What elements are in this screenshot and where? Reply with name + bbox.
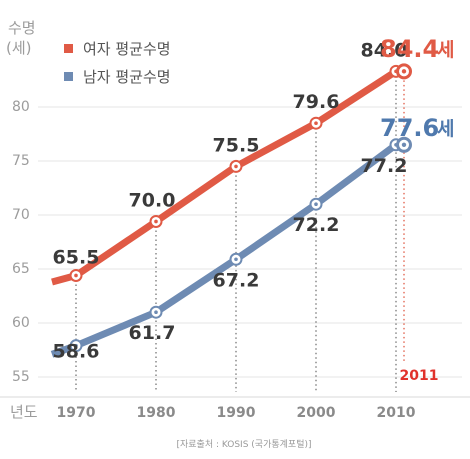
point-marker-dot-male-2000: [314, 202, 318, 206]
point-marker-dot-male-1990: [234, 257, 238, 262]
data-labels: 65.5 70.0 75.5 79.6 84.0 58.6 61.7 67.2 72.2 77.2: [53, 39, 408, 362]
data-label-male-1970: 58.6: [53, 341, 100, 363]
highlight-male-number: 77.6: [380, 114, 439, 142]
series-lines: [50, 67, 404, 358]
legend: 여자 평균수명 남자 평균수명: [64, 40, 171, 86]
x-tick-1990: 1990: [217, 405, 256, 421]
x-axis-label: 년도: [10, 403, 38, 421]
highlight-female-number: 84.4: [380, 35, 439, 63]
point-marker-dot-female-1970: [74, 273, 78, 278]
highlight-male-unit: 세: [437, 118, 454, 140]
series-markers: [69, 63, 412, 353]
data-label-female-1970: 65.5: [53, 246, 100, 268]
highlight-year-label: 2011: [400, 368, 439, 384]
data-label-male-2000: 72.2: [293, 214, 340, 236]
data-label-male-1990: 67.2: [213, 269, 260, 291]
source-note: [자료출처 : KOSIS (국가통계포털)]: [176, 438, 311, 450]
legend-swatch-female: [64, 44, 73, 53]
data-label-female-1980: 70.0: [129, 189, 176, 211]
highlight-female-value: 84.4 세: [380, 35, 454, 63]
data-label-female-2010: 84.0: [361, 39, 408, 61]
x-tick-2010: 2010: [377, 405, 416, 421]
end-marker-dot-female: [401, 69, 407, 74]
legend-label-male: 남자 평균수명: [83, 68, 171, 86]
y-axis-label-unit: (세): [6, 39, 32, 57]
y-tick-80: 80: [12, 99, 30, 115]
legend-label-female: 여자 평균수명: [83, 40, 171, 58]
point-marker-dot-female-1980: [154, 219, 158, 224]
data-label-male-2010: 77.2: [361, 155, 408, 177]
data-label-male-1980: 61.7: [129, 322, 176, 344]
y-axis-label-top: 수명: [8, 19, 36, 37]
highlight-male-value: 77.6 세: [380, 114, 454, 142]
y-tick-75: 75: [12, 153, 30, 169]
data-label-female-2000: 79.6: [293, 91, 340, 113]
y-axis-ticks: 55 60 65 70 75 80: [12, 99, 30, 385]
y-tick-70: 70: [12, 207, 30, 223]
point-marker-dot-female-1990: [234, 164, 238, 169]
y-tick-65: 65: [12, 261, 30, 277]
x-axis-ticks: 1970 1980 1990 2000 2010: [57, 405, 416, 421]
point-marker-dot-female-2000: [314, 121, 318, 125]
highlight-female-unit: 세: [437, 39, 454, 61]
y-tick-60: 60: [12, 315, 30, 331]
dotted-drop-lines: [75, 71, 405, 392]
point-marker-dot-male-1970: [74, 343, 78, 348]
point-marker-dot-male-1980: [154, 310, 158, 315]
x-tick-2000: 2000: [297, 405, 336, 421]
x-tick-1970: 1970: [57, 405, 96, 421]
legend-swatch-male: [64, 72, 73, 81]
data-label-female-1990: 75.5: [213, 134, 260, 156]
x-tick-1980: 1980: [137, 405, 176, 421]
end-marker-dot-male: [401, 142, 407, 147]
y-tick-55: 55: [12, 369, 30, 385]
